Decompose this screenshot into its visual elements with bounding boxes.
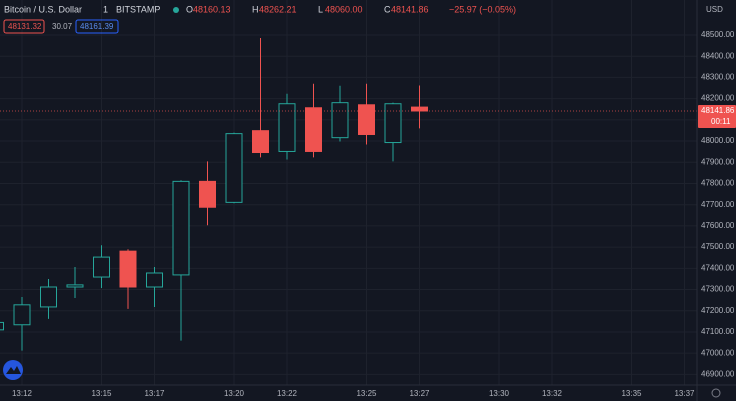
y-tick-label: 47200.00: [701, 306, 735, 315]
x-tick-label: 13:20: [224, 389, 245, 398]
x-tick-label: 13:35: [621, 389, 642, 398]
ohlc-value: 48262.21: [259, 4, 297, 14]
candle-body: [278, 103, 296, 152]
candle-body: [40, 286, 57, 308]
x-tick-label: 13:25: [356, 389, 377, 398]
candle-body: [13, 304, 31, 326]
box-bid: [3, 19, 45, 34]
candle-body: [119, 250, 137, 288]
candle-body: [93, 256, 110, 278]
settings-icon[interactable]: [711, 388, 721, 398]
candle-body: [172, 180, 190, 276]
header: Bitcoin / U.S. Dollar 1 BITSTAMP O 48160.…: [3, 4, 516, 34]
y-tick-label: 47100.00: [701, 327, 735, 336]
currency: USD: [706, 5, 723, 14]
ohlc-value: 48160.13: [193, 4, 231, 14]
y-tick-label: 48200.00: [701, 94, 735, 103]
countdown: 00:11: [711, 117, 731, 126]
x-tick-label: 13:37: [674, 389, 695, 398]
exchange: BITSTAMP: [116, 4, 160, 14]
ohlc-label: H: [252, 4, 259, 14]
plot-area: [0, 0, 697, 385]
ohlc-label: C: [384, 4, 391, 14]
box-spread-text: 30.07: [52, 22, 73, 31]
x-tick-label: 13:32: [542, 389, 563, 398]
change: −25.97 (−0.05%): [449, 4, 516, 14]
y-tick-label: 47000.00: [701, 348, 735, 357]
candle-body: [252, 130, 269, 154]
ohlc-label: L: [318, 4, 323, 14]
ohlc-values: O 48160.13 H 48262.21 L 48060.00 C 48141.86: [186, 4, 429, 14]
candle-body: [146, 272, 163, 288]
ohlc-value: 48141.86: [391, 4, 429, 14]
y-tick-label: 47300.00: [701, 285, 735, 294]
x-tick-label: 13:17: [144, 389, 165, 398]
x-tick-label: 13:27: [409, 389, 430, 398]
ohlc-label: O: [186, 4, 193, 14]
candle-body: [384, 103, 402, 144]
y-tick-label: 47700.00: [701, 200, 735, 209]
ohlc-value: 48060.00: [325, 4, 363, 14]
y-tick-label: 47900.00: [701, 157, 735, 166]
candle-body: [331, 102, 349, 139]
box-bid-text: 48131.32: [8, 22, 42, 31]
symbol-title: Bitcoin / U.S. Dollar: [4, 4, 82, 14]
interval: 1: [103, 4, 108, 14]
x-tick-label: 13:22: [277, 389, 298, 398]
status-dot: [173, 7, 179, 13]
candle-body: [0, 321, 4, 331]
y-tick-label: 47500.00: [701, 242, 735, 251]
box-ask: [75, 19, 119, 34]
x-tick-label: 13:15: [91, 389, 112, 398]
x-tick-label: 13:30: [489, 389, 510, 398]
last-price-label: 48141.86: [701, 106, 735, 115]
box-ask-text: 48161.39: [80, 22, 114, 31]
candle-body: [66, 284, 84, 288]
candle-body: [199, 180, 216, 208]
y-tick-label: 47400.00: [701, 263, 735, 272]
candle-body: [225, 133, 243, 203]
y-tick-label: 47800.00: [701, 179, 735, 188]
y-tick-label: 47600.00: [701, 221, 735, 230]
x-tick-label: 13:12: [12, 389, 33, 398]
y-tick-label: 48400.00: [701, 51, 735, 60]
candle-body: [411, 106, 428, 112]
y-tick-label: 46900.00: [701, 370, 735, 379]
y-tick-label: 48000.00: [701, 136, 735, 145]
logo: [3, 360, 23, 380]
y-tick-label: 48300.00: [701, 73, 735, 82]
candle-body: [358, 104, 375, 135]
y-tick-label: 48500.00: [701, 30, 735, 39]
candle-body: [305, 107, 322, 152]
last-price-bg: [698, 104, 736, 128]
